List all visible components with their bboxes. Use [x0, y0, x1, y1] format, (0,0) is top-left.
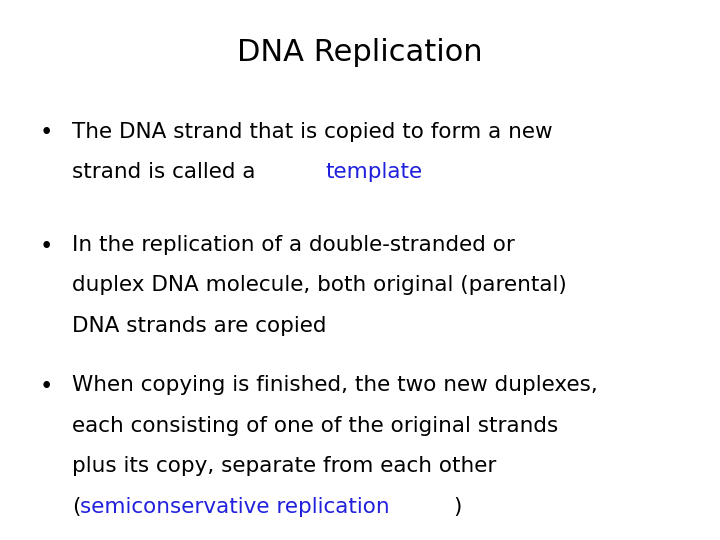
- Text: strand is called a ⁠template: strand is called a ⁠template: [72, 162, 359, 182]
- Text: ): ): [453, 497, 462, 517]
- Text: (: (: [72, 497, 81, 517]
- Text: In the replication of a double-stranded or: In the replication of a double-stranded …: [72, 235, 515, 255]
- Text: DNA Replication: DNA Replication: [237, 38, 483, 67]
- Text: •: •: [40, 122, 53, 145]
- Text: The DNA strand that is copied to form a new: The DNA strand that is copied to form a …: [72, 122, 553, 141]
- Text: duplex DNA molecule, both original (parental): duplex DNA molecule, both original (pare…: [72, 275, 567, 295]
- Text: •: •: [40, 375, 53, 399]
- Text: semiconservative replication: semiconservative replication: [80, 497, 390, 517]
- Text: •: •: [40, 235, 53, 258]
- Text: DNA strands are copied: DNA strands are copied: [72, 316, 326, 336]
- Text: plus its copy, separate from each other: plus its copy, separate from each other: [72, 456, 496, 476]
- Text: template: template: [325, 162, 422, 182]
- Text: When copying is finished, the two new duplexes,: When copying is finished, the two new du…: [72, 375, 598, 395]
- Text: each consisting of one of the original strands: each consisting of one of the original s…: [72, 416, 558, 436]
- Text: strand is called a: strand is called a: [72, 162, 262, 182]
